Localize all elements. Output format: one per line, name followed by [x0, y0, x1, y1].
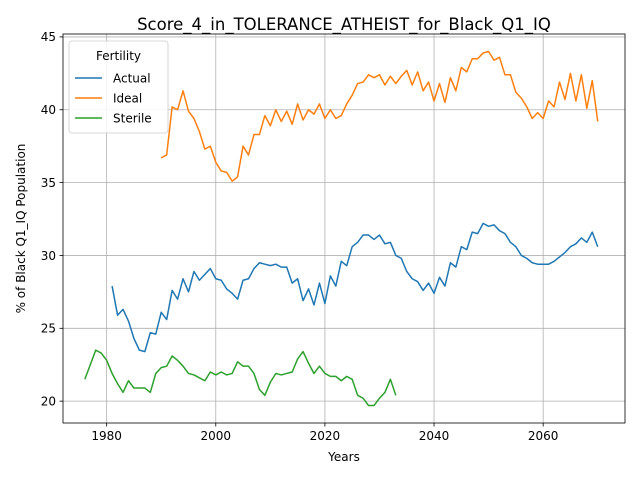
y-tick-label: 30 — [41, 249, 56, 263]
y-tick-label: 25 — [41, 322, 56, 336]
axis-ticks: 1980 2000 2020 2040 2060 20 25 30 35 40 45 — [41, 30, 559, 443]
plot-frame — [62, 33, 626, 424]
x-tick-label: 2020 — [310, 429, 341, 443]
chart-title: Score_4_in_TOLERANCE_ATHEIST_for_Black_Q… — [137, 15, 551, 35]
x-tick-label: 2040 — [419, 429, 450, 443]
series-line-actual — [111, 222, 599, 353]
y-tick-label: 20 — [41, 394, 56, 408]
y-tick-label: 45 — [41, 30, 56, 44]
x-tick-label: 2060 — [528, 429, 559, 443]
x-tick-label: 1980 — [91, 429, 122, 443]
legend-label-actual: Actual — [113, 71, 151, 85]
y-axis-label: % of Black Q1_IQ Population — [14, 144, 28, 314]
series-line-ideal — [160, 50, 599, 182]
x-axis-label: Years — [327, 450, 360, 464]
legend-box — [68, 40, 169, 134]
legend-entries: Actual Ideal Sterile — [75, 71, 152, 125]
y-tick-label: 40 — [41, 103, 56, 117]
y-tick-label: 35 — [41, 176, 56, 190]
legend-label-sterile: Sterile — [113, 111, 152, 125]
legend-title: Fertility — [96, 49, 141, 63]
legend-label-ideal: Ideal — [113, 91, 142, 105]
series-lines — [84, 50, 599, 407]
series-line-sterile — [84, 349, 397, 407]
legend: Fertility Actual Ideal Sterile — [68, 40, 169, 134]
x-tick-label: 2000 — [201, 429, 232, 443]
